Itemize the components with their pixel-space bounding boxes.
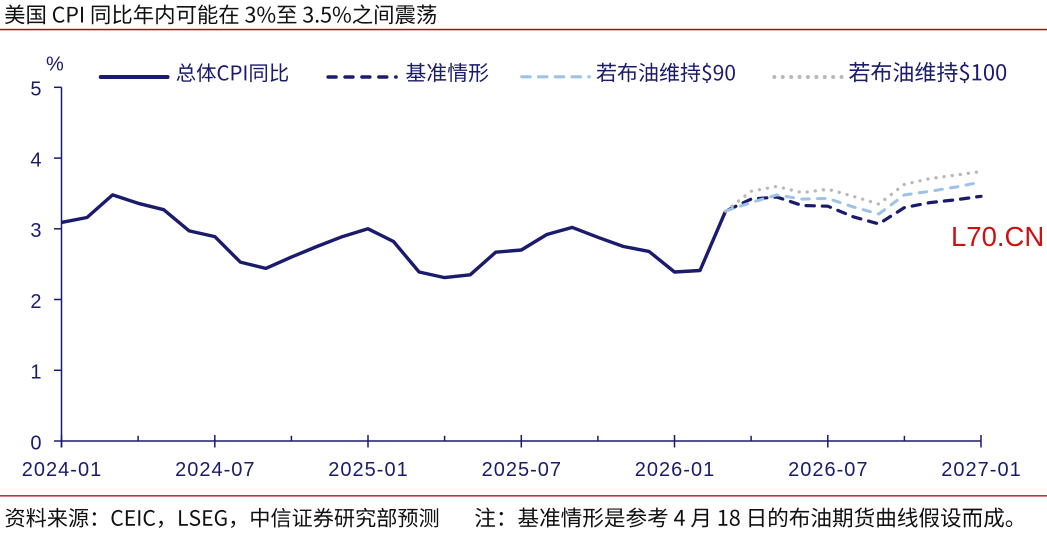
svg-text:L70.CN: L70.CN [951,221,1044,252]
svg-text:1: 1 [30,362,41,384]
svg-text:2027-01: 2027-01 [941,459,1021,481]
svg-text:5: 5 [30,79,41,101]
svg-text:2: 2 [30,291,41,313]
svg-text:0: 0 [30,432,41,454]
svg-text:2024-07: 2024-07 [175,459,255,481]
svg-text:2026-07: 2026-07 [788,459,868,481]
svg-text:%: % [46,54,64,76]
svg-text:3: 3 [30,220,41,242]
svg-text:2026-01: 2026-01 [635,459,715,481]
svg-text:2024-01: 2024-01 [22,459,102,481]
svg-text:2025-07: 2025-07 [482,459,562,481]
svg-text:2025-01: 2025-01 [328,459,408,481]
svg-text:4: 4 [30,150,41,172]
